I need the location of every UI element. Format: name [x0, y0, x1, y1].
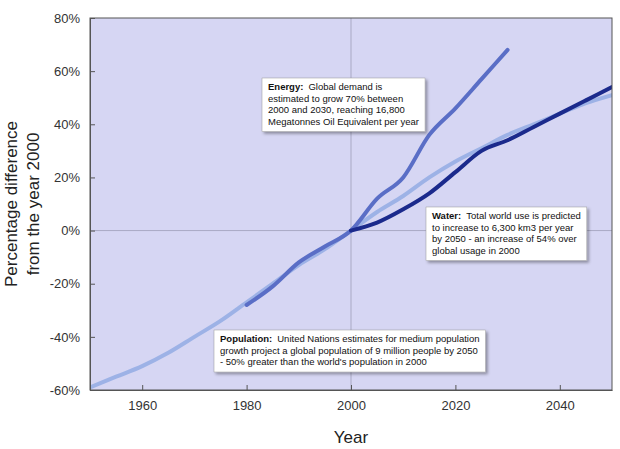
- y-axis-line: [90, 19, 91, 391]
- annotation-text: Water: Total world use is predictedto inc…: [432, 210, 581, 256]
- annotation-box: [426, 207, 587, 261]
- annotation-line: 2000 and 2030, reaching 16,800: [268, 104, 405, 115]
- y-tick: 40%: [54, 117, 95, 132]
- y-tick-mark: [90, 124, 95, 125]
- y-tick-label: 40%: [54, 117, 80, 132]
- x-tick: 2000: [337, 385, 366, 413]
- y-tick-mark: [90, 337, 95, 338]
- y-axis-title-line: Percentage difference: [2, 121, 21, 287]
- y-tick-mark: [90, 231, 95, 232]
- x-tick-mark: [560, 385, 561, 390]
- x-axis: 1960 1980 2000 2020 2040: [91, 385, 613, 413]
- annotation-line: by 2050 - an increase of 54% over: [432, 233, 577, 244]
- y-tick-label: -40%: [50, 330, 81, 345]
- plot-frame: [90, 18, 612, 390]
- y-tick: -20%: [50, 276, 95, 291]
- y-tick: 80%: [54, 11, 95, 26]
- annotation-line: growth project a global population of 9 …: [220, 345, 478, 356]
- x-axis-line: [91, 390, 613, 391]
- x-tick: 1980: [233, 385, 262, 413]
- annotation: Water: Total world use is predictedto inc…: [426, 207, 587, 261]
- series-line: [90, 95, 612, 387]
- annotation-text: Population: United Nations estimates for …: [220, 333, 480, 367]
- y-tick: 60%: [54, 64, 95, 79]
- y-tick-label: 80%: [54, 11, 80, 26]
- annotation-line: estimated to grow 70% between: [268, 93, 403, 104]
- y-tick-mark: [90, 71, 95, 72]
- x-tick: 2020: [441, 385, 470, 413]
- x-tick: 1960: [128, 385, 157, 413]
- x-tick-mark: [142, 385, 143, 390]
- annotation: Energy: Global demand isestimated to grow…: [262, 78, 425, 132]
- x-tick-label: 1960: [128, 398, 157, 413]
- y-axis-title: Percentage differencefrom the year 2000: [2, 121, 43, 287]
- annotation-label: Energy:: [268, 81, 303, 92]
- y-tick: 0%: [61, 223, 95, 238]
- y-tick-mark: [90, 177, 95, 178]
- annotation-label: Population:: [220, 333, 272, 344]
- annotation-label: Water:: [432, 210, 461, 221]
- y-tick-label: -20%: [50, 276, 81, 291]
- x-tick-label: 1980: [233, 398, 262, 413]
- annotation-line: Total world use is predicted: [466, 210, 581, 221]
- y-tick-mark: [90, 284, 95, 285]
- y-tick: -60%: [50, 383, 95, 398]
- plot: 1960 1980 2000 2020 2040 -60% -40% -20% 0% 20% 40%…: [50, 11, 613, 413]
- y-tick-mark: [90, 18, 95, 19]
- y-tick-label: 0%: [61, 223, 80, 238]
- x-tick-label: 2020: [441, 398, 470, 413]
- x-tick-mark: [247, 385, 248, 390]
- y-tick-mark: [90, 390, 95, 391]
- annotation-line: to increase to 6,300 km3 per year: [432, 222, 574, 233]
- annotation-line: Global demand is: [308, 81, 382, 92]
- series-line: [247, 50, 508, 305]
- annotation-text: Energy: Global demand isestimated to grow…: [268, 81, 419, 127]
- x-tick-mark: [351, 385, 352, 390]
- y-axis: -60% -40% -20% 0% 20% 40% 60% 80%: [50, 11, 95, 398]
- y-axis-title-line: from the year 2000: [24, 133, 43, 276]
- y-tick-label: 60%: [54, 64, 80, 79]
- x-tick-label: 2000: [337, 398, 366, 413]
- x-axis-title: Year: [334, 428, 369, 447]
- y-tick-label: 20%: [54, 170, 80, 185]
- y-tick: -40%: [50, 330, 95, 345]
- annotation-line: United Nations estimates for medium popu…: [277, 333, 479, 344]
- x-tick-mark: [455, 385, 456, 390]
- x-tick: 2040: [546, 385, 575, 413]
- annotation: Population: United Nations estimates for …: [214, 330, 486, 372]
- annotation-box: [262, 78, 425, 132]
- y-tick-label: -60%: [50, 383, 81, 398]
- annotation-line: - 50% greater than the world's populatio…: [220, 356, 427, 367]
- annotation-line: Megatonnes Oil Equivalent per year: [268, 116, 419, 127]
- plot-background: [90, 18, 612, 390]
- y-tick: 20%: [54, 170, 95, 185]
- annotation-line: global usage in 2000: [432, 245, 520, 256]
- annotation-box: [214, 330, 486, 372]
- series-group: [90, 50, 612, 387]
- chart: 1960 1980 2000 2020 2040 -60% -40% -20% 0% 20% 40%…: [0, 0, 620, 449]
- x-tick-label: 2040: [546, 398, 575, 413]
